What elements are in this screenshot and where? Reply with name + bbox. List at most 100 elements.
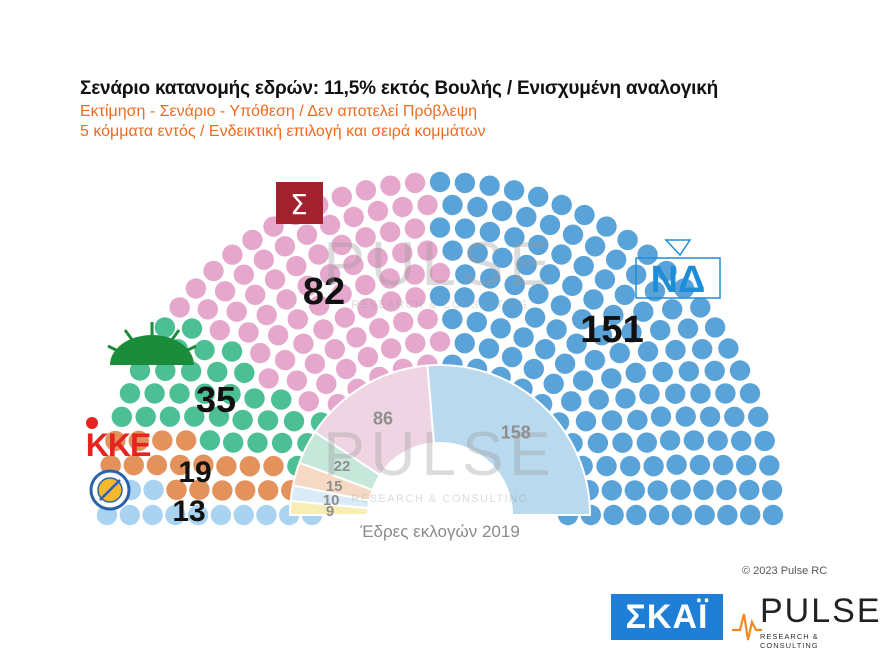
seat-177 bbox=[478, 338, 500, 359]
seat-98 bbox=[336, 358, 357, 380]
seat-44 bbox=[208, 406, 230, 427]
seat-95 bbox=[242, 229, 263, 251]
seat-244 bbox=[692, 339, 713, 360]
seat-231 bbox=[650, 320, 671, 341]
seat-144 bbox=[404, 172, 426, 194]
seat-46 bbox=[169, 383, 190, 404]
seat-54 bbox=[180, 361, 202, 382]
donut-2019-segment-6 bbox=[426, 364, 592, 516]
seat-43 bbox=[144, 383, 165, 404]
seat-76 bbox=[238, 322, 259, 343]
seat-201 bbox=[546, 319, 567, 340]
seat-124 bbox=[380, 338, 402, 359]
seat-80 bbox=[214, 281, 236, 302]
seat-297 bbox=[694, 504, 715, 526]
donut-2019-label-1: 9 bbox=[326, 503, 334, 520]
seat-86 bbox=[245, 284, 266, 305]
seat-196 bbox=[550, 295, 572, 316]
watermark-sub-top: RESEARCH & CONSULTING bbox=[351, 299, 528, 311]
seat-64 bbox=[234, 362, 255, 383]
seat-18 bbox=[258, 480, 279, 501]
seat-191 bbox=[551, 244, 572, 265]
seat-173 bbox=[492, 247, 513, 268]
seat-214 bbox=[554, 353, 576, 374]
donut-2019-label-4: 22 bbox=[334, 458, 351, 475]
seat-128 bbox=[367, 247, 388, 268]
seat-27 bbox=[105, 430, 126, 452]
seat-110 bbox=[308, 244, 329, 265]
seat-134 bbox=[393, 311, 414, 333]
watermark-main-top: PULSE bbox=[323, 230, 556, 299]
seat-137 bbox=[392, 242, 413, 264]
seat-239 bbox=[665, 339, 686, 361]
seat-74 bbox=[185, 278, 207, 299]
seat-16 bbox=[212, 480, 233, 501]
seat-212 bbox=[637, 244, 658, 265]
seat-4 bbox=[233, 504, 254, 526]
seat-171 bbox=[478, 291, 499, 312]
seat-288 bbox=[716, 479, 737, 501]
seat-90 bbox=[222, 244, 243, 265]
chart-title: Σενάριο κατανομής εδρών: 11,5% εκτός Βου… bbox=[80, 78, 719, 99]
seat-217 bbox=[603, 304, 624, 326]
watermark-sub-bottom: RESEARCH & CONSULTING bbox=[351, 493, 528, 505]
seat-102 bbox=[297, 275, 318, 296]
seat-243 bbox=[652, 361, 673, 383]
seat-284 bbox=[624, 480, 645, 501]
seat-210 bbox=[572, 309, 593, 330]
seat-89 bbox=[293, 333, 314, 354]
seat-183 bbox=[528, 234, 549, 256]
seat-179 bbox=[490, 318, 511, 339]
seat-184 bbox=[539, 214, 561, 236]
seat-215 bbox=[614, 284, 635, 305]
seat-155 bbox=[442, 240, 463, 261]
seat-100 bbox=[313, 319, 334, 340]
seat-138 bbox=[405, 333, 426, 354]
seat-71 bbox=[298, 391, 319, 412]
seat-103 bbox=[286, 255, 307, 277]
seat-268 bbox=[748, 406, 769, 427]
watermark-main-bottom: PULSE bbox=[323, 420, 556, 489]
seat-136 bbox=[380, 175, 401, 196]
seat-157 bbox=[454, 172, 476, 194]
seat-262 bbox=[739, 383, 761, 404]
seat-227 bbox=[673, 278, 695, 299]
seat-233 bbox=[690, 297, 711, 318]
seat-130 bbox=[355, 180, 377, 201]
skai-logo: ΣΚΑΪ bbox=[611, 594, 723, 640]
seat-264 bbox=[636, 432, 657, 453]
seat-254 bbox=[729, 360, 751, 381]
seat-242 bbox=[575, 411, 597, 432]
seat-181 bbox=[516, 254, 537, 276]
seat-298 bbox=[717, 504, 738, 526]
seat-91 bbox=[287, 309, 308, 330]
seat-261 bbox=[612, 432, 633, 453]
seat-58 bbox=[283, 411, 305, 432]
seat-20 bbox=[123, 455, 144, 476]
seat-267 bbox=[659, 430, 681, 451]
seat-176 bbox=[516, 206, 537, 228]
seat-281 bbox=[736, 455, 757, 476]
syriza-logo: Σ bbox=[276, 182, 323, 224]
seat-159 bbox=[454, 218, 476, 239]
seat-221 bbox=[644, 281, 666, 302]
seat-47 bbox=[232, 409, 253, 431]
seat-247 bbox=[718, 338, 739, 359]
seat-286 bbox=[670, 479, 691, 500]
seat-180 bbox=[504, 274, 525, 296]
seat-236 bbox=[677, 318, 699, 339]
seat-161 bbox=[454, 287, 475, 308]
seat-232 bbox=[601, 368, 622, 389]
seat-153 bbox=[429, 171, 451, 193]
seat-108 bbox=[296, 224, 318, 245]
nd-logo: ΝΔ bbox=[635, 239, 721, 301]
seat-79 bbox=[226, 301, 247, 322]
seat-7 bbox=[165, 504, 186, 526]
seat-141 bbox=[404, 264, 425, 285]
seat-99 bbox=[324, 339, 345, 360]
seat-117 bbox=[319, 214, 341, 236]
seat-121 bbox=[369, 318, 390, 339]
seat-72 bbox=[197, 299, 218, 320]
seat-73 bbox=[250, 342, 271, 364]
seat-170 bbox=[480, 268, 501, 289]
